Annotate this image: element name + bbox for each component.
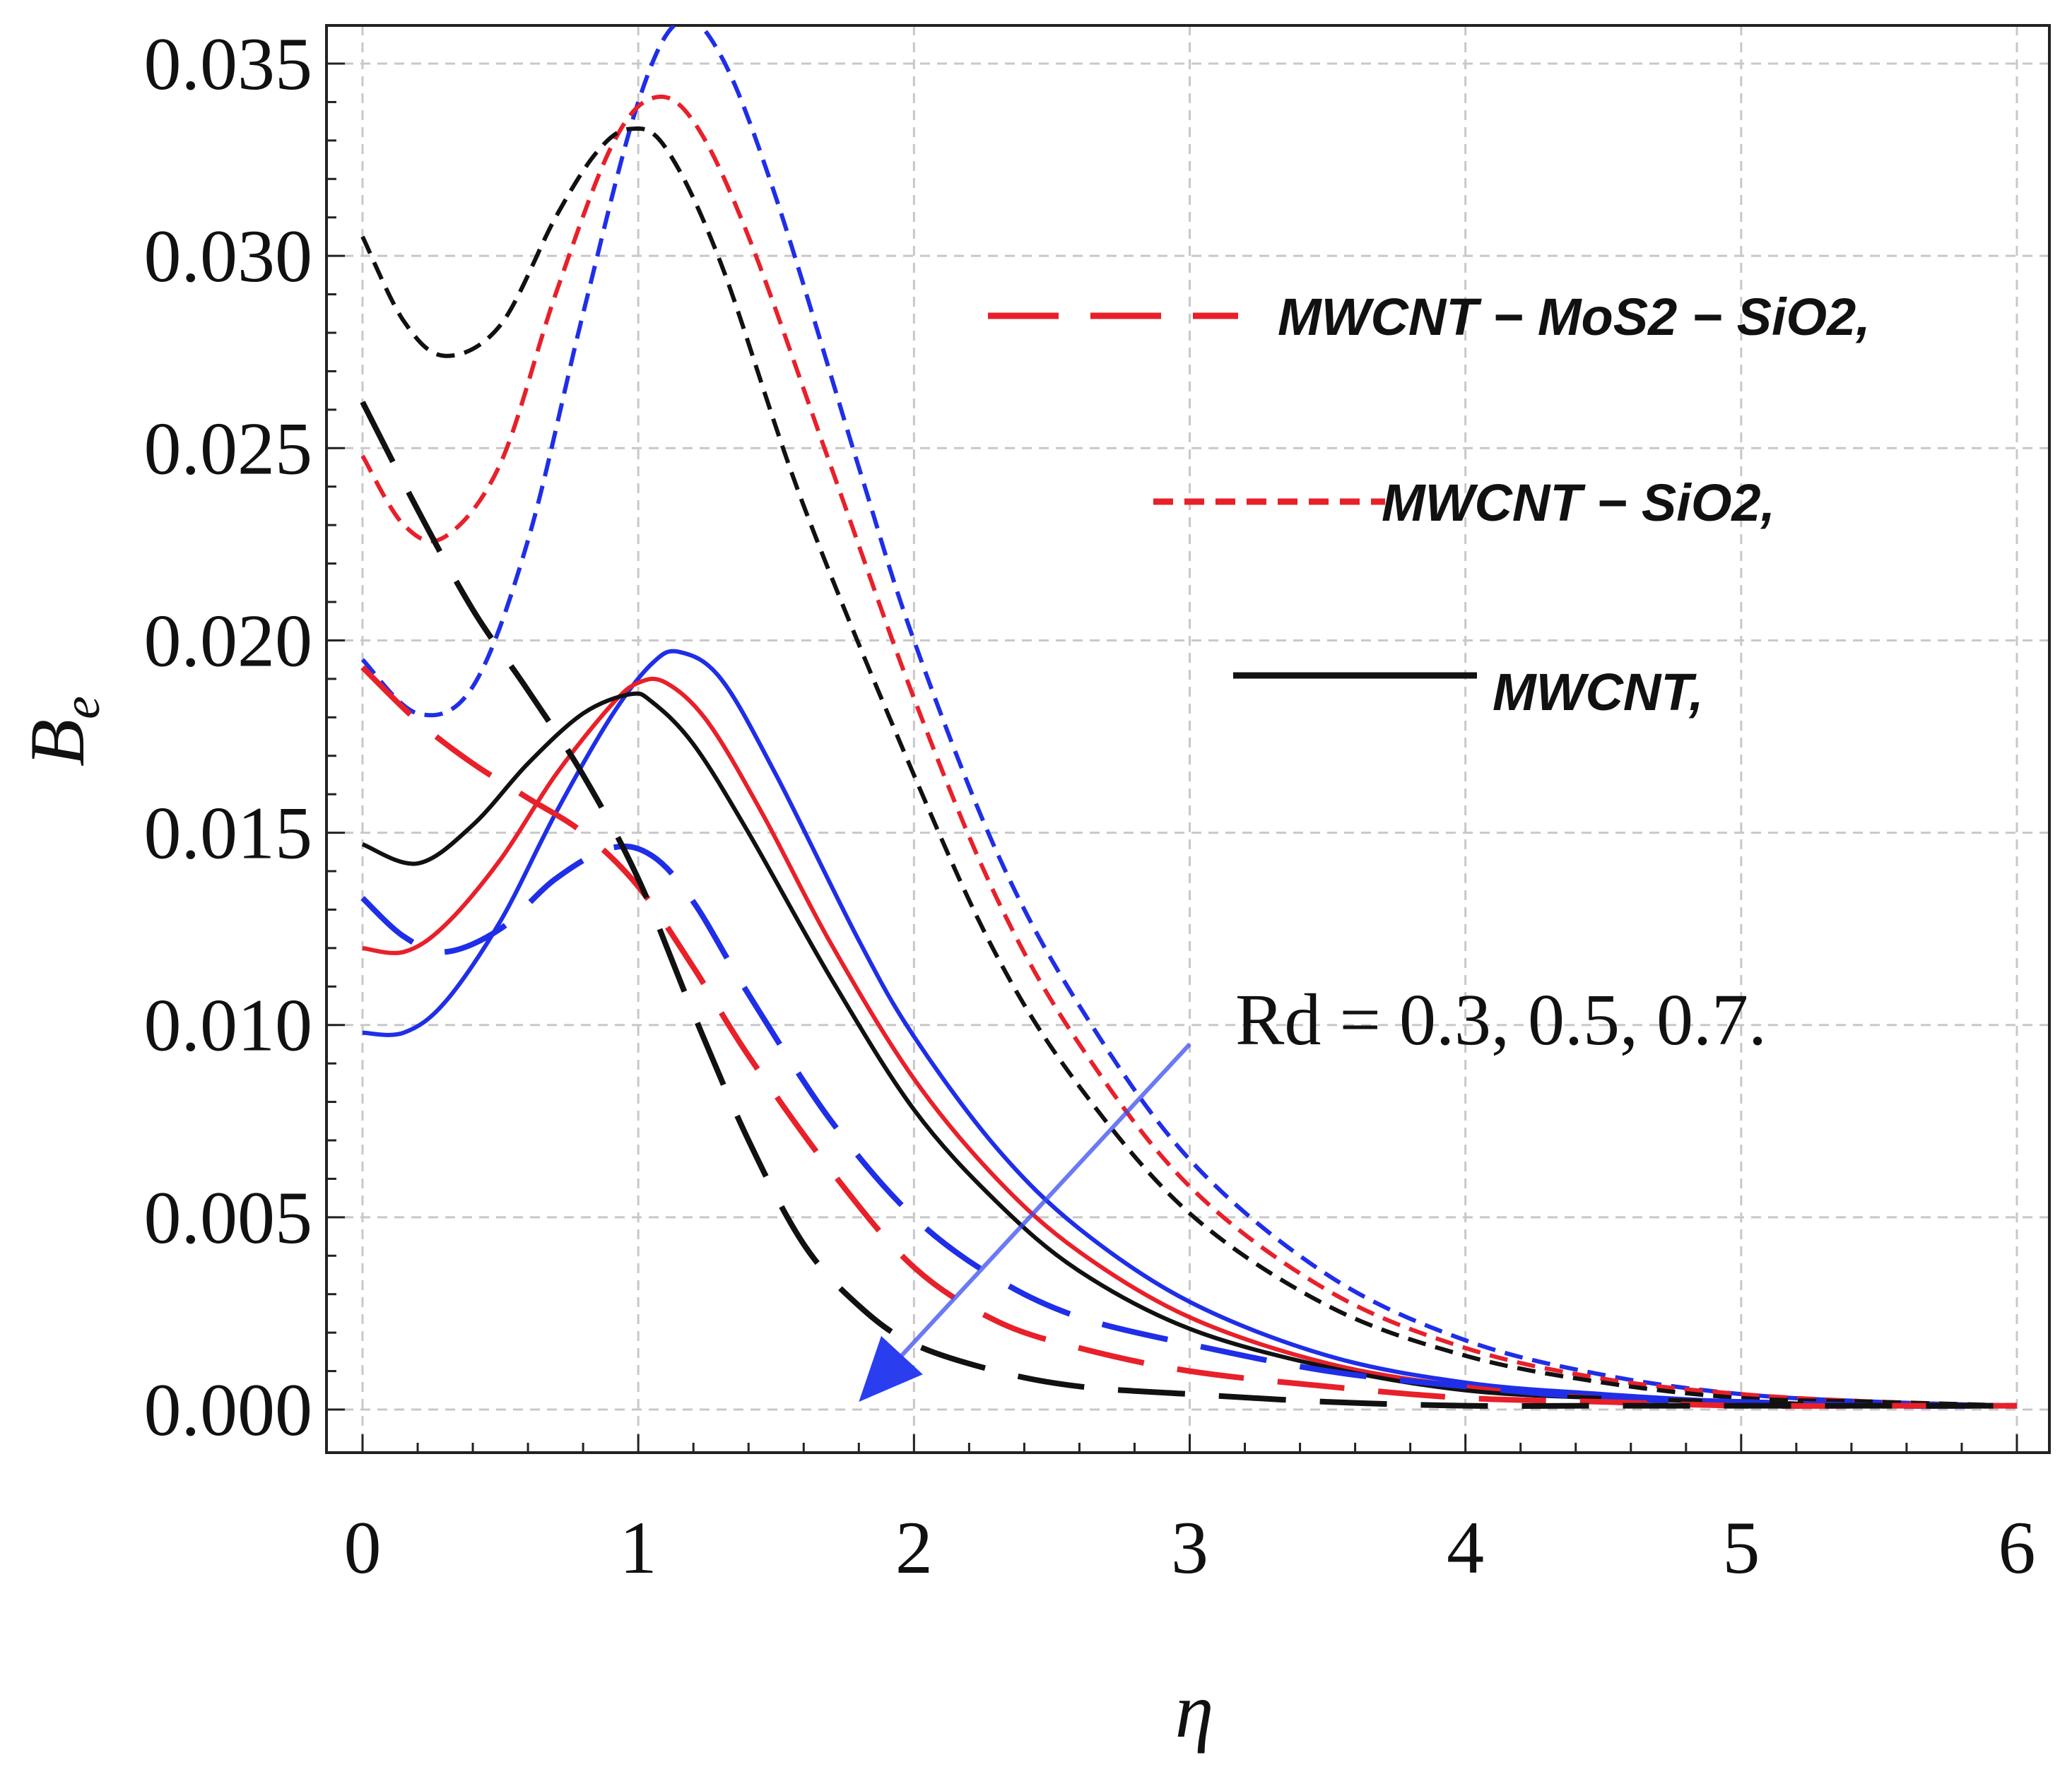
x-axis-title: η [1175,1667,1214,1754]
trend-arrow [859,1042,1191,1402]
y-tick-label-0.000: 0.000 [144,1369,313,1451]
series-line-2 [360,126,2018,1408]
legend-label-mwcnt: MWCNT, [1493,663,1704,721]
y-tick-label-0.035: 0.035 [144,23,313,105]
y-axis-title-main: B [14,719,100,767]
tick-marks [326,62,2018,1453]
y-tick-label-0.020: 0.020 [144,599,313,682]
series-line-4 [362,676,2018,1408]
y-tick-label-0.030: 0.030 [144,215,313,297]
y-tick-label-0.015: 0.015 [144,792,313,875]
svg-text:Be: Be [14,696,111,767]
series-line-8 [360,401,2017,1409]
legend-label-mwcnt-mos2-sio2: MWCNT − MoS2 − SiO2, [1278,288,1871,346]
x-tick-label-6: 6 [1999,1506,2036,1589]
rd-annotation: Rd = 0.3, 0.5, 0.7. [1235,979,1767,1061]
trend-arrow-shaft [900,1042,1191,1357]
plot-frame [325,24,2051,1454]
y-tick-labels: 0.000 0.005 0.010 0.015 0.020 0.025 0.030 0.035 [144,23,313,1451]
legend: MWCNT − MoS2 − SiO2, MWCNT − SiO2, MWCNT… [988,288,1871,721]
series-layer [360,25,2018,1409]
x-tick-label-2: 2 [895,1506,933,1589]
trend-arrow-head [859,1335,923,1402]
y-tick-label-0.005: 0.005 [144,1176,313,1259]
x-tick-labels: 0 1 2 3 4 5 6 [344,1506,2036,1589]
series-line-6 [360,843,2018,1409]
y-tick-label-0.025: 0.025 [144,407,313,490]
series-line-1 [360,94,2018,1408]
series-line-3 [362,649,2018,1408]
y-axis-title: Be [14,696,111,767]
x-tick-label-1: 1 [620,1506,657,1589]
series-line-7 [360,665,2017,1409]
x-tick-label-4: 4 [1447,1506,1484,1589]
y-tick-label-0.010: 0.010 [144,984,313,1067]
x-tick-label-5: 5 [1722,1506,1760,1589]
x-tick-label-0: 0 [344,1506,382,1589]
legend-label-mwcnt-sio2: MWCNT − SiO2, [1382,473,1775,532]
grid-layer [326,25,2049,1453]
x-tick-label-3: 3 [1171,1506,1208,1589]
y-axis-title-subscript: e [53,696,111,719]
series-line-0 [360,25,2018,1408]
